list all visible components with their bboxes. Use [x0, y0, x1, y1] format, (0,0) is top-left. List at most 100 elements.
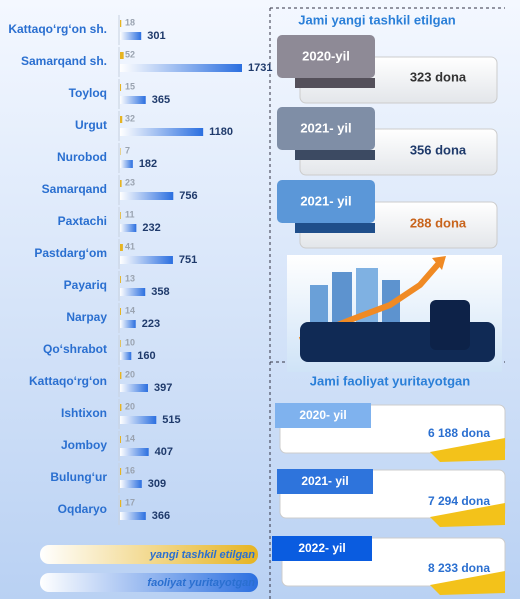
value-label: 1180	[209, 126, 233, 138]
value-label: 223	[142, 318, 160, 330]
category-label: Kattaqo‘rg‘on	[29, 374, 107, 388]
year-label: 2022- yil	[298, 541, 345, 555]
value-label: 160	[137, 350, 155, 362]
bar	[120, 320, 136, 328]
value-label: 15	[125, 81, 135, 91]
bar	[120, 512, 146, 520]
count-label: 288 dona	[410, 215, 467, 230]
category-label: Toyloq	[69, 86, 107, 100]
bar	[120, 244, 123, 251]
panel-title: Jami faoliyat yuritayotgan	[310, 373, 470, 388]
bar	[120, 212, 121, 219]
year-label: 2021- yil	[301, 474, 348, 488]
category-label: Qo‘shrabot	[43, 342, 107, 356]
bar	[120, 416, 156, 424]
bar	[120, 404, 121, 411]
value-label: 301	[147, 30, 165, 42]
value-label: 17	[125, 497, 135, 507]
bar	[120, 52, 124, 59]
value-label: 7	[125, 145, 130, 155]
value-label: 20	[125, 401, 135, 411]
value-label: 41	[125, 241, 135, 251]
active-item: 2021- yil 7 294 dona	[277, 469, 505, 527]
value-label: 16	[125, 465, 135, 475]
value-label: 13	[125, 273, 135, 283]
bar	[120, 84, 121, 91]
active-item: 2022- yil 8 233 dona	[272, 536, 505, 595]
value-label: 756	[179, 190, 197, 202]
value-label: 751	[179, 254, 197, 266]
value-label: 397	[154, 382, 172, 394]
legend-label: yangi tashkil etilgan	[149, 549, 255, 561]
bar	[120, 64, 242, 72]
value-label: 365	[152, 94, 170, 106]
bar	[120, 128, 203, 136]
bar	[120, 276, 121, 283]
bar	[120, 384, 148, 392]
bar	[120, 340, 121, 347]
bar	[120, 480, 142, 488]
count-label: 7 294 dona	[428, 494, 490, 508]
value-label: 14	[125, 305, 135, 315]
category-label: Samarqand sh.	[21, 54, 107, 68]
bar	[120, 468, 121, 475]
category-label: Samarqand	[42, 182, 107, 196]
category-label: Payariq	[64, 278, 107, 292]
value-label: 10	[125, 337, 135, 347]
value-label: 515	[162, 414, 180, 426]
category-label: Bulung‘ur	[50, 470, 107, 484]
bar	[120, 32, 141, 40]
bar	[120, 116, 122, 123]
year-label: 2020-yil	[302, 48, 350, 63]
category-label: Narpay	[66, 310, 107, 324]
value-label: 232	[142, 222, 160, 234]
value-label: 14	[125, 433, 135, 443]
bar	[120, 180, 122, 187]
value-label: 1731	[248, 62, 272, 74]
value-label: 32	[125, 113, 135, 123]
value-label: 366	[152, 510, 170, 522]
category-label: Paxtachi	[58, 214, 107, 228]
category-label: Pastdarg‘om	[34, 246, 107, 260]
value-label: 18	[125, 17, 135, 27]
count-label: 356 dona	[410, 142, 467, 157]
bar	[120, 192, 173, 200]
active-item: 2020- yil 6 188 dona	[275, 403, 505, 462]
bar	[120, 500, 121, 507]
bar	[120, 436, 121, 443]
business-image	[287, 255, 502, 372]
value-label: 407	[155, 446, 173, 458]
bar	[120, 308, 121, 315]
year-label: 2021- yil	[300, 120, 351, 135]
tab-shadow	[295, 78, 375, 88]
count-label: 323 dona	[410, 69, 467, 84]
category-label: Ishtixon	[61, 406, 107, 420]
category-label: Jomboy	[61, 438, 107, 452]
count-label: 6 188 dona	[428, 426, 490, 440]
legend-label: faoliyat yuritayotgan	[147, 577, 255, 589]
bar	[120, 256, 173, 264]
count-label: 8 233 dona	[428, 561, 490, 575]
tab-shadow	[295, 150, 375, 160]
bar	[120, 20, 121, 27]
bar	[120, 372, 121, 379]
bar	[120, 160, 133, 168]
bar	[120, 96, 146, 104]
bar	[120, 448, 149, 456]
value-label: 182	[139, 158, 157, 170]
bar	[120, 352, 131, 360]
category-label: Nurobod	[57, 150, 107, 164]
bar	[120, 224, 136, 232]
value-label: 11	[125, 209, 135, 219]
bar	[120, 288, 145, 296]
value-label: 23	[125, 177, 135, 187]
value-label: 52	[125, 49, 135, 59]
tab-shadow	[295, 223, 375, 233]
category-label: Urgut	[75, 118, 107, 132]
year-label: 2020- yil	[299, 408, 346, 422]
category-label: Oqdaryo	[58, 502, 107, 516]
value-label: 309	[148, 478, 166, 490]
value-label: 20	[125, 369, 135, 379]
category-label: Kattaqo‘rg‘on sh.	[8, 22, 107, 36]
